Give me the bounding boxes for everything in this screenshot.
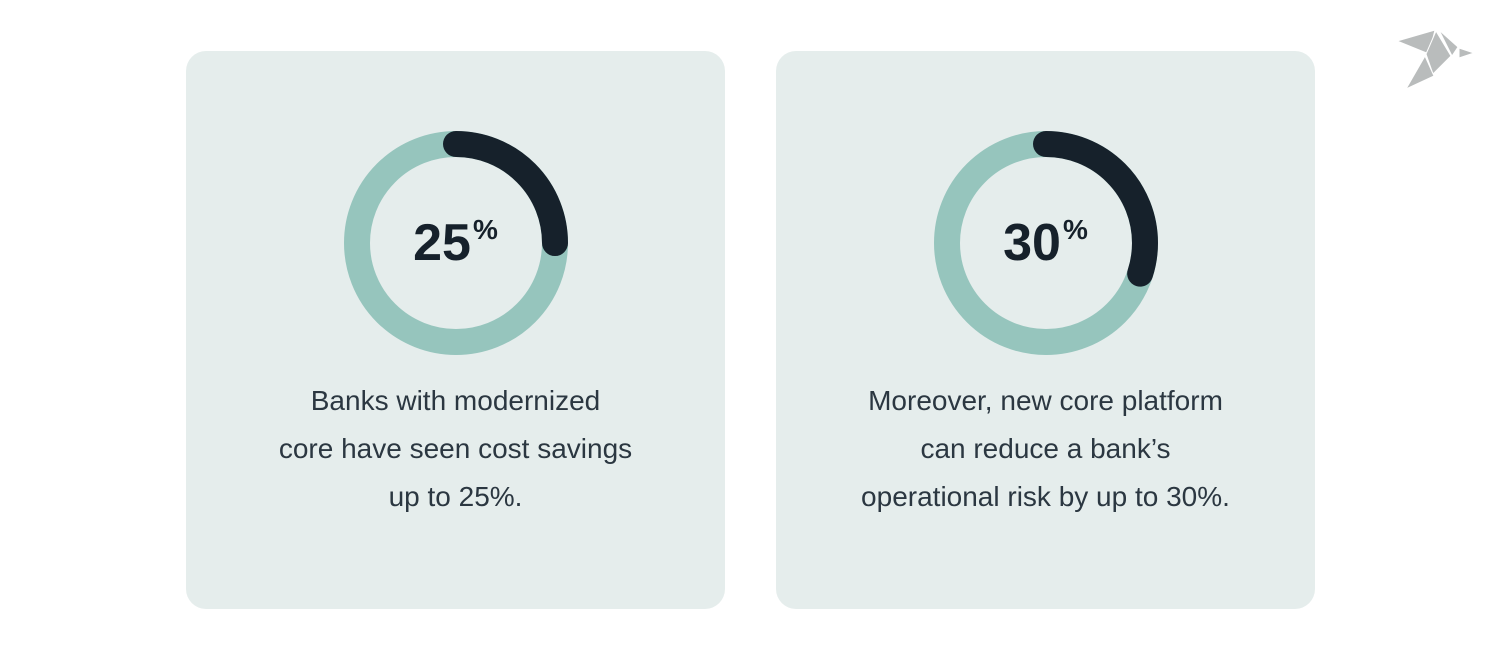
donut-svg <box>933 131 1158 355</box>
caption-line: up to 25%. <box>388 481 523 512</box>
bird-tail-wing <box>1405 55 1435 90</box>
stat-caption: Moreover, new core platform can reduce a… <box>796 377 1296 521</box>
caption-line: core have seen cost savings <box>278 433 633 464</box>
bird-head <box>1438 29 1459 57</box>
donut-progress <box>933 131 1158 355</box>
bird-beak <box>1458 47 1475 59</box>
caption-line: Moreover, new core platform <box>868 385 1223 416</box>
stat-card-operational-risk: 30 % Moreover, new core platform can red… <box>776 51 1315 609</box>
origami-bird-shapes <box>1396 29 1475 90</box>
stat-card-cost-savings: 25 % Banks with modernized core have see… <box>186 51 725 609</box>
caption-line: operational risk by up to 30%. <box>861 481 1230 512</box>
donut-chart-30: 30 % <box>933 131 1158 355</box>
donut-progress <box>343 131 568 355</box>
donut-svg <box>343 131 568 355</box>
origami-bird-icon <box>1396 29 1475 90</box>
donut-chart-25: 25 % <box>343 131 568 355</box>
stat-caption: Banks with modernized core have seen cos… <box>206 377 706 521</box>
caption-line: Banks with modernized <box>310 385 601 416</box>
caption-line: can reduce a bank’s <box>920 433 1171 464</box>
